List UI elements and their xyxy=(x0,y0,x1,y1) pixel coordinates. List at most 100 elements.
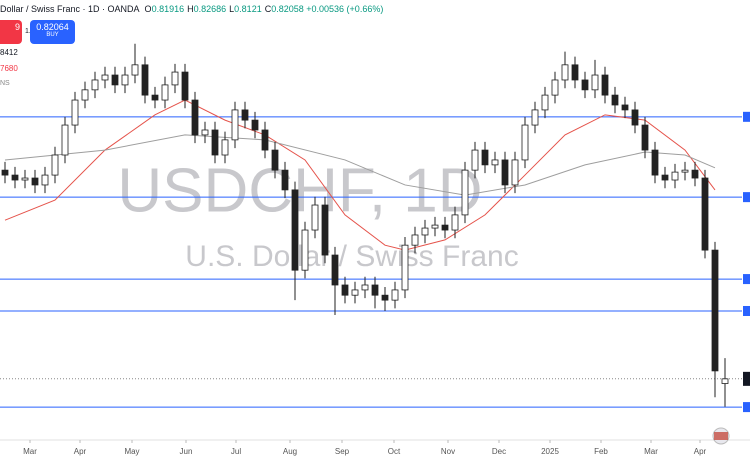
candle-body xyxy=(481,149,489,166)
candle-body xyxy=(421,227,429,236)
candle-body xyxy=(341,284,349,296)
buy-button[interactable]: 0.82064 BUY xyxy=(30,20,75,44)
candle-body xyxy=(51,154,59,176)
candle-body xyxy=(631,109,639,126)
candle-body xyxy=(201,129,209,136)
candle-body xyxy=(291,189,299,271)
level-price-box xyxy=(743,274,750,285)
x-tick-label: Mar xyxy=(23,447,37,456)
candle-body xyxy=(211,129,219,156)
candle-body xyxy=(531,109,539,126)
candle-body xyxy=(691,169,699,179)
x-tick-label: Jun xyxy=(180,447,193,456)
candle-body xyxy=(91,79,99,91)
candle-body xyxy=(61,124,69,156)
moving-average xyxy=(4,99,716,251)
candle-body xyxy=(681,169,689,173)
candle-body xyxy=(271,149,279,171)
side-label: NS xyxy=(0,80,10,87)
ohlc-values: O0.81916 H0.82686 L0.8121 C0.82058 xyxy=(142,4,304,14)
candle-body xyxy=(621,104,629,111)
candle-body xyxy=(501,159,509,186)
ohlc-label: O xyxy=(144,4,152,14)
candle-body xyxy=(711,249,719,372)
candle-body xyxy=(321,204,329,256)
candle-body xyxy=(561,64,569,81)
x-tick-label: Jul xyxy=(231,447,241,456)
x-tick-label: May xyxy=(124,447,139,456)
change: +0.00536 (+0.66%) xyxy=(306,4,384,14)
current-price-box xyxy=(743,371,750,386)
candle-body xyxy=(361,284,369,291)
candle-body xyxy=(551,79,559,96)
candle-body xyxy=(521,124,529,161)
ohlc-value: 0.8121 xyxy=(234,4,262,14)
candle-body xyxy=(151,94,159,101)
symbol-title: Dollar / Swiss Franc · 1D · OANDA xyxy=(0,4,140,14)
ohlc-label: C xyxy=(264,4,272,14)
candle-body xyxy=(471,149,479,171)
ohlc-label: H xyxy=(187,4,194,14)
watermark: USDCHF, 1D xyxy=(117,156,482,225)
candle-body xyxy=(351,289,359,296)
candle-body xyxy=(121,74,129,86)
x-tick-label: Apr xyxy=(74,447,87,456)
candle-body xyxy=(41,174,49,186)
candle-body xyxy=(381,294,389,301)
side-label: 7680 xyxy=(0,64,18,73)
candle-body xyxy=(171,71,179,86)
candle-body xyxy=(251,119,259,131)
ohlc-label: L xyxy=(229,4,235,14)
candle-body xyxy=(571,64,579,81)
candle-body xyxy=(441,224,449,231)
candle-body xyxy=(701,177,709,251)
x-tick-label: Feb xyxy=(594,447,608,456)
x-tick-label: Mar xyxy=(644,447,658,456)
candle-body xyxy=(721,378,729,384)
ohlc-value: 0.82686 xyxy=(193,4,227,14)
candle-body xyxy=(111,74,119,86)
buy-price: 0.82064 xyxy=(36,22,69,32)
candle-body xyxy=(431,224,439,229)
candle-body xyxy=(401,244,409,291)
x-tick-label: Apr xyxy=(694,447,707,456)
candle-body xyxy=(191,99,199,136)
flag-stripes xyxy=(714,432,728,440)
candle-body xyxy=(301,229,309,271)
candle-body xyxy=(71,99,79,126)
level-price-box xyxy=(743,305,750,316)
level-price-box xyxy=(743,111,750,122)
candle-body xyxy=(651,149,659,176)
candle-body xyxy=(671,171,679,181)
x-tick-label: Dec xyxy=(492,447,506,456)
candle-body xyxy=(81,89,89,101)
candle-body xyxy=(491,159,499,166)
candle-body xyxy=(641,124,649,151)
candle-body xyxy=(161,84,169,101)
candle-body xyxy=(21,177,29,181)
buy-label: BUY xyxy=(46,32,59,38)
candle-body xyxy=(1,169,9,176)
sell-price: 9 xyxy=(14,22,20,32)
candle-body xyxy=(661,174,669,181)
candle-body xyxy=(591,74,599,91)
x-tick-label: Nov xyxy=(441,447,455,456)
level-price-box xyxy=(743,402,750,413)
sell-button[interactable]: 9 xyxy=(0,20,22,44)
ohlc-value: 0.82058 xyxy=(271,4,304,14)
candle-body xyxy=(371,284,379,296)
candle-body xyxy=(231,109,239,141)
candle-body xyxy=(311,204,319,231)
x-tick-label: 2025 xyxy=(541,447,559,456)
candle-body xyxy=(261,129,269,151)
candle-body xyxy=(391,289,399,301)
candle-body xyxy=(141,64,149,96)
candle-body xyxy=(601,74,609,96)
spread: 1.7 xyxy=(25,28,35,35)
candle-body xyxy=(241,109,249,121)
candle-body xyxy=(331,254,339,286)
candle-body xyxy=(461,169,469,216)
x-tick-label: Sep xyxy=(335,447,350,456)
